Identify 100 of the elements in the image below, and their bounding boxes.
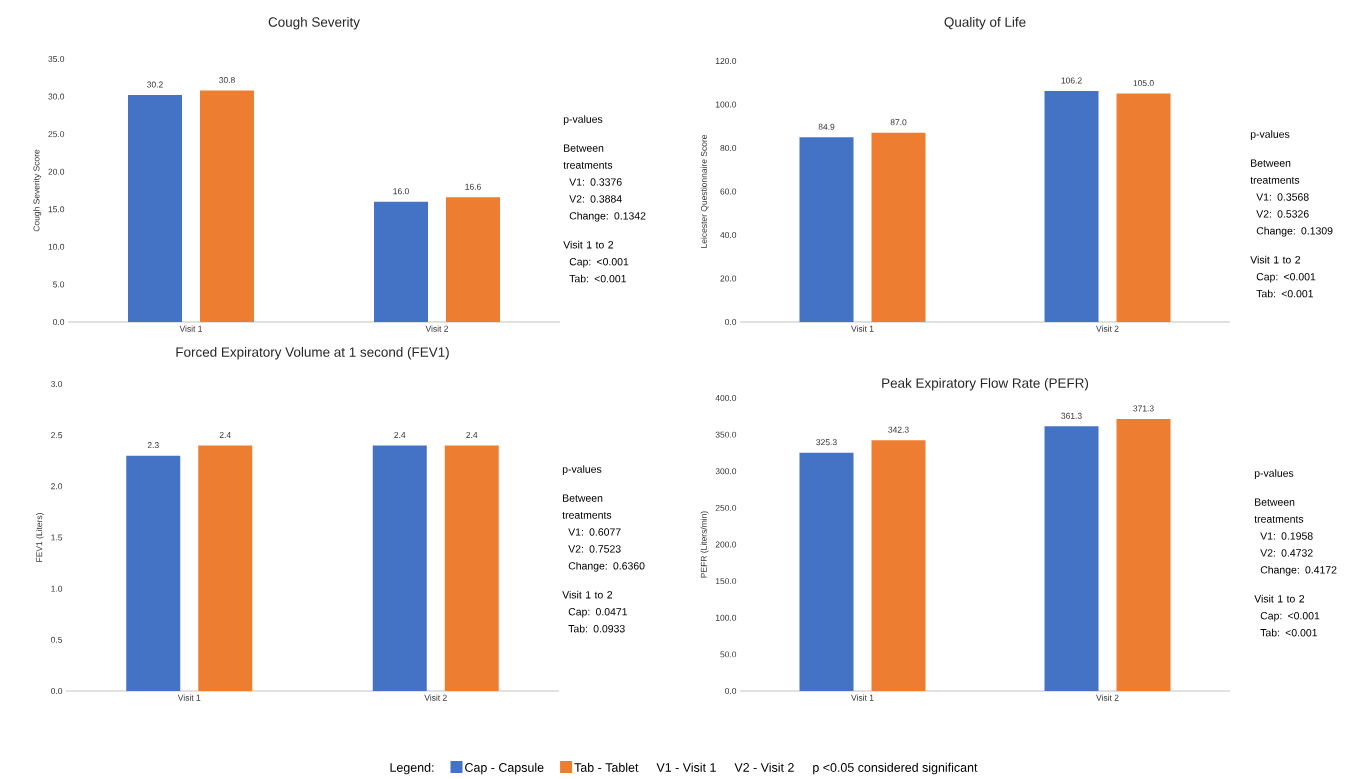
y-tick-label: 2.5 <box>51 432 63 439</box>
data-label: 371.3 <box>1133 405 1154 412</box>
text: V2 - Visit 2 <box>734 762 794 772</box>
y-tick-label: 35.0 <box>48 56 65 62</box>
y-tick-label: 40.0 <box>720 232 737 238</box>
x-tick-label: Visit 1 <box>851 325 874 332</box>
data-label: 2.4 <box>219 431 231 438</box>
data-label: 105.0 <box>1133 80 1154 87</box>
data-label: 2.3 <box>147 442 159 449</box>
text: V2: 0.3884 <box>569 195 622 203</box>
text: Tab: <0.001 <box>1256 289 1313 298</box>
y-axis-title: PEFR (Liters/min) <box>700 511 709 578</box>
legend-label: Tab - Tablet <box>574 762 639 772</box>
text: V2: 0.5326 <box>1256 210 1309 218</box>
data-label: 342.3 <box>888 426 909 433</box>
y-tick-label: 120.0 <box>715 58 737 64</box>
text: Tab: <0.001 <box>569 274 626 283</box>
text: Cap: <0.001 <box>569 258 629 268</box>
y-axis-title: Leicester Questionnaire Score <box>700 134 709 248</box>
bar <box>1116 419 1171 691</box>
data-label: 325.3 <box>816 439 837 446</box>
y-tick-label: 0.0 <box>725 319 737 325</box>
text: V1: 0.1958 <box>1260 532 1313 540</box>
y-tick-label: 15.0 <box>48 206 65 213</box>
text: Change: 0.1342 <box>569 211 646 222</box>
text: p-values <box>1250 130 1290 140</box>
text: Cap: <0.001 <box>1256 273 1316 283</box>
y-tick-label: 200.0 <box>715 541 737 548</box>
legend-label: Cap - Capsule <box>465 762 544 775</box>
bar <box>1044 91 1099 322</box>
data-label: 30.8 <box>219 77 235 84</box>
y-tick-label: 2.0 <box>51 483 63 490</box>
y-tick-label: 400.0 <box>715 395 737 401</box>
y-tick-label: 20.0 <box>48 168 65 175</box>
text: Tab: 0.0933 <box>568 624 625 633</box>
y-tick-label: 0.5 <box>51 636 63 643</box>
text: Visit 1 to 2 <box>563 240 614 249</box>
y-tick-label: 25.0 <box>48 131 65 138</box>
y-tick-label: 150.0 <box>715 578 737 585</box>
text: Cap: <0.001 <box>1260 612 1320 622</box>
bar <box>799 137 854 322</box>
x-tick-label: Visit 2 <box>424 694 447 701</box>
text: V2: 0.4732 <box>1260 549 1313 557</box>
x-tick-label: Visit 2 <box>1096 694 1119 701</box>
text: Visit 1 to 2 <box>1250 255 1301 264</box>
bar <box>1116 93 1171 322</box>
y-tick-label: 20.0 <box>720 275 737 282</box>
text: Between treatments <box>1250 159 1300 184</box>
bar <box>128 95 182 322</box>
y-tick-label: 80.0 <box>720 145 737 151</box>
y-tick-label: 0.0 <box>51 688 63 694</box>
bar <box>1044 426 1099 691</box>
data-label: 30.2 <box>147 81 163 88</box>
text: Cap: 0.0471 <box>568 608 627 618</box>
y-tick-label: 60.0 <box>720 188 737 195</box>
bar <box>446 197 501 322</box>
x-tick-label: Visit 2 <box>1096 325 1119 332</box>
y-tick-label: 0.0 <box>725 688 737 694</box>
y-tick-label: 50.0 <box>720 651 737 658</box>
text: V1: 0.3376 <box>569 178 622 186</box>
data-label: 2.4 <box>394 431 406 438</box>
x-tick-label: Visit 1 <box>851 694 874 701</box>
y-axis-title: FEV1 (Liters) <box>35 513 44 562</box>
y-tick-label: 100.0 <box>715 614 737 621</box>
text: V2: 0.7523 <box>568 545 621 553</box>
data-label: 16.0 <box>393 188 409 195</box>
data-label: 361.3 <box>1061 412 1082 419</box>
data-label: 106.2 <box>1061 77 1082 84</box>
data-label: 16.6 <box>465 183 481 190</box>
text: Visit 1 to 2 <box>562 590 613 599</box>
y-tick-label: 10.0 <box>48 243 65 250</box>
text: Visit 1 to 2 <box>1254 594 1305 603</box>
text: V1 - Visit 1 <box>656 762 716 772</box>
chart-title: Quality of Life <box>944 16 1026 30</box>
x-tick-label: Visit 1 <box>179 325 203 332</box>
bar <box>200 90 254 322</box>
y-tick-label: 3.0 <box>51 381 63 387</box>
text: p-values <box>563 115 603 125</box>
y-tick-label: 100.0 <box>715 101 737 108</box>
y-tick-label: 0.0 <box>53 319 65 325</box>
text: Change: 0.4172 <box>1260 565 1337 576</box>
y-tick-label: 30.0 <box>48 93 65 100</box>
data-label: 84.9 <box>818 123 835 130</box>
data-label: 87.0 <box>890 119 907 126</box>
text: p <0.05 considered significant <box>813 762 978 775</box>
y-tick-label: 1.5 <box>51 534 63 541</box>
bar <box>871 440 926 691</box>
text: Between treatments <box>562 494 612 519</box>
data-label: 2.4 <box>466 431 478 438</box>
text: p-values <box>562 465 602 475</box>
text: V1: 0.3568 <box>1256 193 1309 201</box>
y-tick-label: 350.0 <box>715 431 737 438</box>
text: V1: 0.6077 <box>568 528 621 536</box>
bar <box>871 132 926 322</box>
x-tick-label: Visit 1 <box>177 694 201 701</box>
chart-title: Peak Expiratory Flow Rate (PEFR) <box>882 377 1089 391</box>
bar <box>374 201 428 322</box>
text: Between treatments <box>563 144 613 169</box>
chart-title: Forced Expiratory Volume at 1 second (FEV1) <box>176 346 449 360</box>
text: Tab: <0.001 <box>1260 628 1317 637</box>
